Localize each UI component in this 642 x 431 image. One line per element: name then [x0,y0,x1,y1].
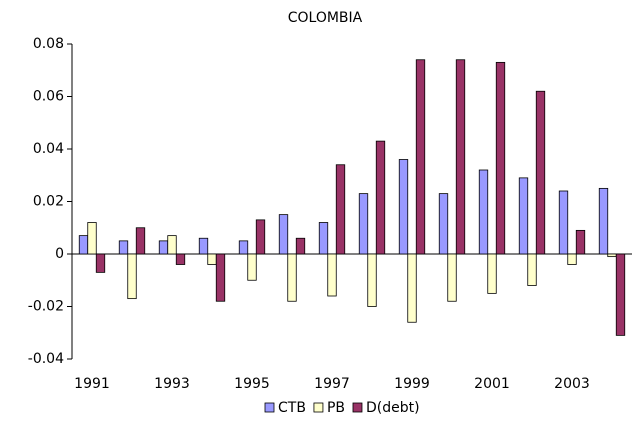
bar [175,253,186,265]
bar [118,240,129,255]
y-tick-label: 0.04 [33,141,64,157]
bar [158,240,169,255]
bar [607,253,617,258]
bar [535,90,546,255]
bar [87,222,97,255]
bar [438,193,449,255]
bar [278,214,289,255]
bar [455,59,466,255]
bar [135,227,146,255]
legend-label: D(debt) [366,400,420,416]
bar [447,253,457,302]
bar [478,169,489,255]
bar [575,229,586,255]
y-tick-label: 0.08 [33,36,64,52]
bar [287,253,297,302]
legend-swatch [313,402,324,413]
bar [335,164,346,255]
bar [495,61,506,255]
x-tick-label: 1995 [234,376,270,392]
y-tick-label: 0 [55,246,64,262]
legend-swatch [352,402,363,413]
bar [567,253,577,265]
bar [327,253,337,297]
bar [415,59,426,255]
bar [207,253,217,265]
bar [615,253,626,336]
y-tick-label: -0.02 [28,299,64,315]
x-tick-label: 1993 [154,376,190,392]
legend-label: PB [327,400,345,416]
y-tick-label: 0.06 [33,89,64,105]
bar [398,159,409,255]
bar [518,177,529,255]
bar [527,253,537,286]
bar [127,253,137,300]
bar [407,253,417,323]
bar [558,190,569,255]
bar [247,253,257,281]
bar [167,235,177,255]
bar [367,253,377,307]
bar [95,253,106,273]
bar [318,222,329,255]
bar [78,235,89,255]
bar [255,219,266,255]
legend-label: CTB [278,400,306,416]
x-tick-label: 2001 [474,376,510,392]
x-tick-label: 2003 [554,376,590,392]
bar [375,140,386,255]
bar [295,237,306,255]
bar [238,240,249,255]
x-tick-label: 1997 [314,376,350,392]
y-tick-label: -0.04 [28,351,64,367]
bar [487,253,497,294]
x-tick-label: 1991 [74,376,110,392]
y-tick-label: 0.02 [33,194,64,210]
legend-swatch [264,402,275,413]
bar [598,187,609,255]
bar [215,253,226,302]
chart-title: COLOMBIA [288,10,363,26]
bar [358,193,369,255]
bar [198,237,209,255]
x-tick-label: 1999 [394,376,430,392]
